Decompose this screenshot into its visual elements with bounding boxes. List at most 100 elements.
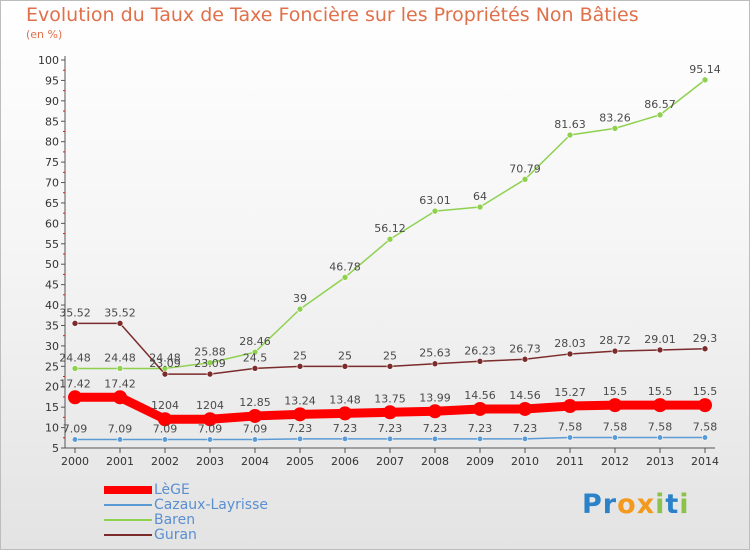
data-label: 14.56 [509, 389, 541, 402]
x-tick-label: 2006 [331, 455, 359, 468]
y-tick-label: 45 [45, 279, 59, 292]
y-tick-label: 30 [45, 340, 59, 353]
x-tick-label: 2014 [691, 455, 719, 468]
data-label: 13.24 [284, 394, 316, 407]
x-tick-label: 2005 [286, 455, 314, 468]
data-label: 7.23 [468, 422, 493, 435]
x-tick-label: 2008 [421, 455, 449, 468]
data-label: 81.63 [554, 118, 586, 131]
logo-letter: x [636, 489, 656, 520]
data-label: 7.09 [63, 422, 88, 435]
data-label: 1204 [151, 399, 179, 412]
data-label: 13.99 [419, 391, 451, 404]
data-label: 23.09 [194, 357, 226, 370]
data-point [473, 401, 487, 416]
data-point [608, 398, 622, 413]
data-label: 7.23 [513, 422, 538, 435]
legend-label: Guran [154, 527, 197, 543]
x-tick-label: 2003 [196, 455, 224, 468]
data-point [251, 365, 259, 372]
legend-swatch [104, 486, 152, 494]
data-point [563, 399, 577, 414]
data-point [386, 235, 394, 243]
proxiti-logo: Proxiti [582, 489, 690, 520]
data-point [653, 398, 667, 413]
data-label: 28.46 [239, 335, 271, 348]
data-label: 56.12 [374, 222, 406, 235]
data-label: 12.85 [239, 396, 271, 409]
data-point [698, 398, 712, 413]
data-point [341, 274, 349, 281]
chart-subtitle: (en %) [26, 28, 63, 41]
data-label: 63.01 [419, 194, 451, 207]
logo-letter: o [617, 489, 637, 520]
chart-title: Evolution du Taux de Taxe Foncière sur l… [26, 4, 639, 26]
y-tick-label: 80 [45, 136, 59, 149]
logo-letter: r [602, 489, 618, 520]
data-label: 15.5 [603, 385, 628, 398]
data-point [476, 435, 484, 442]
data-label: 25 [383, 349, 397, 362]
data-point [113, 390, 127, 405]
data-label: 24.48 [104, 351, 136, 364]
x-tick-label: 2000 [61, 455, 89, 468]
y-tick-label: 85 [45, 115, 59, 128]
x-tick-label: 2001 [106, 455, 134, 468]
data-label: 70.79 [509, 162, 541, 175]
data-point [161, 436, 169, 443]
legend-swatch [104, 519, 152, 521]
logo-letter: i [655, 489, 666, 520]
data-point [206, 370, 214, 378]
data-point [428, 404, 442, 419]
x-tick-label: 2010 [511, 455, 539, 468]
logo-letter: i [679, 489, 690, 520]
data-point [71, 320, 79, 327]
data-label: 24.48 [59, 351, 91, 364]
data-label: 25.63 [419, 347, 451, 360]
y-tick-label: 35 [45, 319, 59, 332]
data-point [566, 434, 574, 441]
data-label: 64 [473, 190, 487, 203]
y-tick-label: 100 [38, 54, 59, 67]
data-label: 17.42 [59, 377, 91, 390]
data-point [611, 434, 619, 441]
data-label: 7.09 [198, 422, 223, 435]
x-tick-label: 2011 [556, 455, 584, 468]
data-label: 7.58 [603, 420, 628, 433]
data-point [158, 412, 172, 427]
data-label: 1204 [196, 399, 224, 412]
data-point [431, 435, 439, 442]
data-label: 7.58 [558, 420, 583, 433]
y-tick-label: 5 [52, 442, 59, 455]
data-point [656, 434, 664, 441]
x-tick-label: 2009 [466, 455, 494, 468]
y-tick-label: 10 [45, 422, 59, 435]
data-point [431, 207, 439, 215]
data-point [431, 360, 439, 368]
y-tick-label: 55 [45, 238, 59, 251]
y-tick-label: 95 [45, 74, 59, 87]
data-label: 35.52 [104, 306, 136, 319]
data-point [701, 76, 709, 84]
data-label: 7.58 [648, 420, 673, 433]
data-label: 7.23 [378, 422, 403, 435]
data-label: 7.23 [333, 422, 358, 435]
data-label: 39 [293, 292, 307, 305]
data-point [206, 436, 214, 443]
data-point [521, 175, 529, 183]
x-tick-label: 2004 [241, 455, 269, 468]
x-tick-label: 2012 [601, 455, 629, 468]
data-point [611, 125, 619, 132]
data-point [206, 359, 214, 367]
data-label: 86.57 [644, 98, 676, 111]
data-point [611, 347, 619, 355]
data-label: 25 [293, 349, 307, 362]
data-point [338, 406, 352, 421]
data-point [476, 357, 484, 365]
data-label: 17.42 [104, 377, 136, 390]
data-point [296, 305, 304, 313]
data-label: 46.78 [329, 260, 361, 273]
data-label: 7.09 [243, 422, 268, 435]
data-point [71, 436, 79, 443]
data-point [341, 435, 349, 442]
